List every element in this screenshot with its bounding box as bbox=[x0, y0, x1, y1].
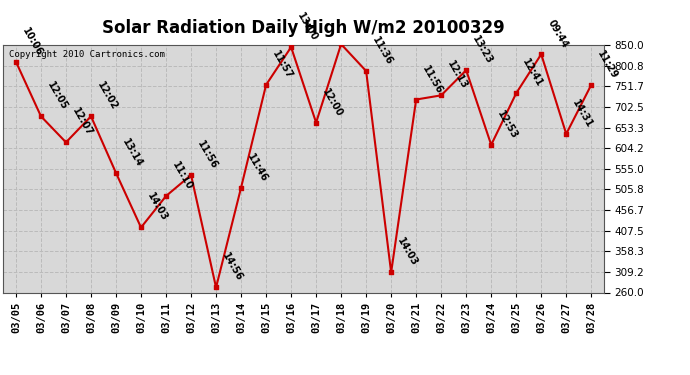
Point bbox=[186, 172, 197, 178]
Text: 14:56: 14:56 bbox=[220, 252, 244, 283]
Point bbox=[10, 59, 21, 65]
Point bbox=[535, 51, 546, 57]
Text: 11:57: 11:57 bbox=[270, 49, 295, 81]
Point bbox=[561, 131, 572, 137]
Point bbox=[310, 120, 322, 126]
Point bbox=[261, 82, 272, 88]
Point bbox=[110, 170, 121, 176]
Text: 14:31: 14:31 bbox=[571, 98, 595, 130]
Text: 11:46: 11:46 bbox=[245, 152, 269, 183]
Text: 12:02: 12:02 bbox=[95, 80, 119, 112]
Text: 14:03: 14:03 bbox=[395, 236, 420, 268]
Text: 10:06: 10:06 bbox=[20, 26, 44, 58]
Point bbox=[435, 92, 446, 98]
Text: 12:07: 12:07 bbox=[70, 106, 95, 138]
Point bbox=[86, 113, 97, 119]
Text: 13:14: 13:14 bbox=[120, 137, 144, 169]
Text: Copyright 2010 Cartronics.com: Copyright 2010 Cartronics.com bbox=[10, 50, 166, 59]
Point bbox=[411, 96, 422, 102]
Point bbox=[586, 82, 597, 88]
Point bbox=[386, 269, 397, 275]
Point bbox=[161, 193, 172, 199]
Point bbox=[335, 41, 346, 47]
Point bbox=[361, 68, 372, 74]
Text: 12:53: 12:53 bbox=[495, 109, 520, 141]
Point bbox=[135, 225, 146, 231]
Text: 13:23: 13:23 bbox=[471, 34, 495, 66]
Text: 14:03: 14:03 bbox=[145, 192, 169, 223]
Point bbox=[61, 140, 72, 146]
Text: 12:05: 12:05 bbox=[45, 80, 69, 112]
Point bbox=[210, 285, 221, 291]
Text: 11:29: 11:29 bbox=[595, 49, 620, 81]
Point bbox=[486, 142, 497, 148]
Text: 12:41: 12:41 bbox=[520, 57, 544, 89]
Point bbox=[35, 113, 46, 119]
Text: 09:44: 09:44 bbox=[545, 18, 569, 50]
Text: Solar Radiation Daily High W/m2 20100329: Solar Radiation Daily High W/m2 20100329 bbox=[102, 19, 505, 37]
Text: 12:13: 12:13 bbox=[445, 59, 469, 91]
Point bbox=[286, 44, 297, 50]
Text: 11:56: 11:56 bbox=[420, 63, 444, 95]
Text: 11:10: 11:10 bbox=[170, 160, 195, 192]
Point bbox=[235, 184, 246, 190]
Point bbox=[461, 67, 472, 73]
Text: 11:36: 11:36 bbox=[371, 35, 395, 67]
Text: 12:08: 12:08 bbox=[0, 374, 1, 375]
Text: 12:00: 12:00 bbox=[320, 87, 344, 118]
Text: 13:00: 13:00 bbox=[295, 11, 319, 43]
Point bbox=[511, 90, 522, 96]
Text: 11:56: 11:56 bbox=[195, 139, 219, 171]
